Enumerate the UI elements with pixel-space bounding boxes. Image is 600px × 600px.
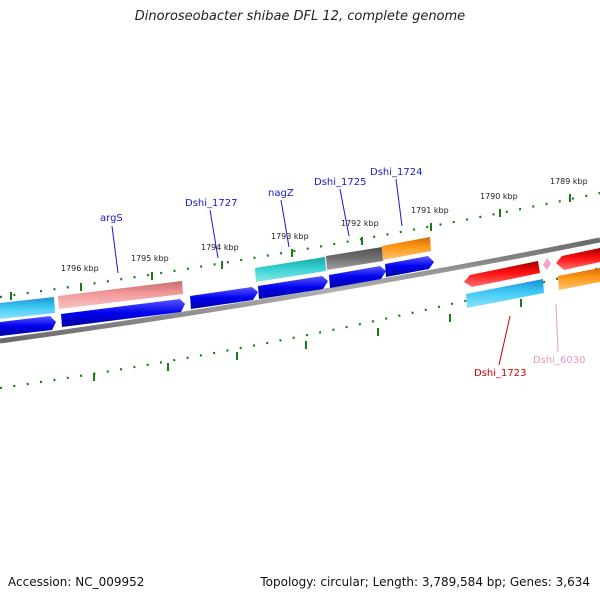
gene-arrow <box>329 266 386 288</box>
tick-label: 1792 kbp <box>341 219 379 228</box>
gene-arrow-dshi-1727 <box>190 287 258 309</box>
gene-arrow <box>61 299 185 327</box>
tick-label: 1793 kbp <box>271 232 309 241</box>
gene-arrow <box>0 316 56 336</box>
gene-features <box>0 237 600 336</box>
tick-label: 1790 kbp <box>480 192 518 201</box>
gene-arrow-dshi-1723 <box>464 261 540 287</box>
gene-arrow-dshi-6030 <box>543 258 551 270</box>
gene-feature-nagz <box>255 257 326 282</box>
tick-label: 1789 kbp <box>550 177 588 186</box>
gene-label-dshi-6030: Dshi_6030 <box>533 355 585 366</box>
gene-feature <box>0 297 55 319</box>
tick-label: 1796 kbp <box>61 264 99 273</box>
callout-lines <box>111 178 559 366</box>
map-title: Dinoroseobacter shibae DFL 12, complete … <box>134 9 466 24</box>
tick-label: 1794 kbp <box>201 243 239 252</box>
gene-label-dshi-1724: Dshi_1724 <box>370 167 422 178</box>
accession-text: Accession: NC_009952 <box>8 575 145 589</box>
gene-label-dshi-1723: Dshi_1723 <box>474 368 526 379</box>
genome-backbone <box>0 237 600 344</box>
gene-label-args: argS <box>100 213 123 224</box>
tick-labels: 1796 kbp 1795 kbp 1794 kbp 1793 kbp 1792… <box>61 177 588 273</box>
gene-feature <box>558 268 600 290</box>
topology-text: Topology: circular; Length: 3,789,584 bp… <box>260 575 590 589</box>
gene-feature-dshi-1725 <box>326 247 383 270</box>
tick-label: 1791 kbp <box>411 206 449 215</box>
outer-scale <box>0 191 600 300</box>
inner-scale <box>0 266 600 390</box>
gene-label-dshi-1727: Dshi_1727 <box>185 198 237 209</box>
gene-label-dshi-1725: Dshi_1725 <box>314 177 366 188</box>
tick-label: 1795 kbp <box>131 254 169 263</box>
gene-labels: argS Dshi_1727 nagZ Dshi_1725 Dshi_1724 … <box>100 167 585 379</box>
gene-label-nagz: nagZ <box>268 188 294 199</box>
gene-arrow <box>556 248 600 270</box>
gene-arrow <box>258 276 328 299</box>
gene-feature-args <box>58 281 183 309</box>
gene-feature-dshi-1723 <box>466 279 544 308</box>
gene-arrow <box>385 256 434 277</box>
gene-feature-dshi-1724 <box>382 237 431 260</box>
